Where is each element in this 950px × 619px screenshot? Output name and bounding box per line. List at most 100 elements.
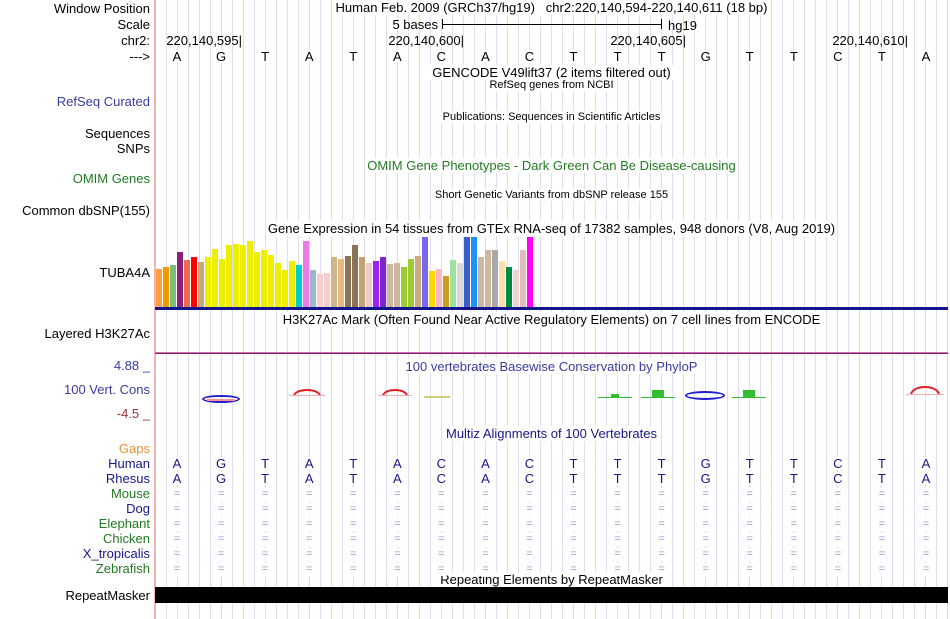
dbsnp-label[interactable]: Common dbSNP(155) bbox=[22, 203, 150, 218]
ruler-base: T bbox=[743, 49, 756, 64]
gtex-tissue-bar[interactable] bbox=[163, 267, 169, 307]
gtex-tissue-bar[interactable] bbox=[275, 263, 281, 307]
gtex-tissue-bar[interactable] bbox=[282, 270, 288, 307]
gtex-tissue-bar[interactable] bbox=[506, 267, 512, 307]
gtex-tissue-bar[interactable] bbox=[415, 256, 421, 307]
multiz-species-label[interactable]: Mouse bbox=[110, 486, 150, 501]
gtex-tissue-bar[interactable] bbox=[520, 250, 526, 307]
gtex-tissue-bar[interactable] bbox=[170, 265, 176, 307]
gtex-tissue-bar[interactable] bbox=[359, 257, 365, 307]
gtex-tissue-bar[interactable] bbox=[317, 274, 323, 307]
dbsnp-subtitle[interactable]: Short Genetic Variants from dbSNP releas… bbox=[432, 189, 671, 201]
gtex-tissue-bar[interactable] bbox=[331, 257, 337, 307]
gtex-tissue-bar[interactable] bbox=[177, 252, 183, 307]
gtex-tissue-bar[interactable] bbox=[457, 263, 463, 307]
alignment-base: = bbox=[656, 533, 667, 546]
multiz-species-label[interactable]: Rhesus bbox=[105, 471, 150, 486]
snps-label[interactable]: SNPs bbox=[116, 141, 150, 156]
gtex-tissue-bar[interactable] bbox=[513, 270, 519, 307]
gtex-tissue-bar[interactable] bbox=[261, 250, 267, 307]
gtex-tissue-bar[interactable] bbox=[499, 261, 505, 307]
gtex-tissue-bar[interactable] bbox=[198, 262, 204, 307]
gtex-tissue-bar[interactable] bbox=[345, 256, 351, 307]
h3k27ac-signal-line[interactable] bbox=[155, 352, 948, 353]
gtex-tissue-bar[interactable] bbox=[394, 263, 400, 307]
alignment-base: G bbox=[214, 456, 229, 471]
multiz-species-label[interactable]: Gaps bbox=[118, 441, 150, 456]
gtex-tissue-bar[interactable] bbox=[191, 257, 197, 307]
phylop-label[interactable]: 100 Vert. Cons bbox=[64, 382, 150, 397]
gtex-tissue-bar[interactable] bbox=[303, 241, 309, 307]
repeatmasker-title[interactable]: Repeating Elements by RepeatMasker bbox=[438, 572, 665, 587]
multiz-species-label[interactable]: Dog bbox=[126, 501, 150, 516]
repeatmasker-label[interactable]: RepeatMasker bbox=[65, 588, 150, 603]
alignment-base: = bbox=[348, 533, 359, 546]
gtex-tissue-bar[interactable] bbox=[352, 245, 358, 307]
gencode-title[interactable]: GENCODE V49lift37 (2 items filtered out) bbox=[430, 65, 673, 80]
alignment-base: = bbox=[524, 548, 535, 561]
phylop-title[interactable]: 100 vertebrates Basewise Conservation by… bbox=[403, 359, 700, 374]
gtex-tissue-bar[interactable] bbox=[247, 241, 253, 307]
gtex-tissue-bar[interactable] bbox=[450, 260, 456, 307]
gtex-tissue-bar[interactable] bbox=[443, 276, 449, 307]
gtex-tissue-bar[interactable] bbox=[527, 237, 533, 307]
gtex-tissue-bar[interactable] bbox=[254, 252, 260, 307]
gtex-tissue-bar[interactable] bbox=[478, 257, 484, 307]
gtex-gene-label[interactable]: TUBA4A bbox=[99, 265, 150, 280]
refseq-curated-label[interactable]: RefSeq Curated bbox=[56, 94, 150, 109]
repeatmasker-element-bar[interactable] bbox=[155, 587, 948, 603]
gtex-tissue-bar[interactable] bbox=[289, 261, 295, 307]
scale-ruler-tick-left bbox=[442, 19, 443, 29]
gtex-tissue-bar[interactable] bbox=[233, 244, 239, 307]
phylop-glyph-a-base bbox=[289, 395, 325, 396]
gtex-tissue-bar[interactable] bbox=[240, 245, 246, 307]
gtex-tissue-bar[interactable] bbox=[485, 250, 491, 307]
multiz-species-label[interactable]: Chicken bbox=[103, 531, 150, 546]
alignment-base: = bbox=[612, 518, 623, 531]
publications-subtitle[interactable]: Publications: Sequences in Scientific Ar… bbox=[440, 111, 663, 123]
h3k27ac-label[interactable]: Layered H3K27Ac bbox=[44, 326, 150, 341]
gtex-tissue-bar[interactable] bbox=[380, 257, 386, 307]
gtex-tissue-bar[interactable] bbox=[492, 250, 498, 307]
gtex-tissue-bar[interactable] bbox=[268, 255, 274, 307]
multiz-title[interactable]: Multiz Alignments of 100 Vertebrates bbox=[443, 426, 659, 441]
alignment-base: = bbox=[259, 563, 271, 576]
multiz-species-label[interactable]: Elephant bbox=[98, 516, 150, 531]
gtex-tissue-bar[interactable] bbox=[310, 270, 316, 307]
alignment-base: = bbox=[171, 503, 183, 516]
gtex-tissue-bar[interactable] bbox=[471, 237, 477, 307]
alignment-base: T bbox=[611, 471, 624, 486]
gtex-tissue-bar[interactable] bbox=[366, 263, 372, 307]
multiz-species-label[interactable]: Human bbox=[108, 456, 150, 471]
gtex-tissue-bar[interactable] bbox=[219, 259, 225, 307]
gtex-tissue-bar[interactable] bbox=[338, 259, 344, 307]
gtex-tissue-bar[interactable] bbox=[184, 260, 190, 307]
alignment-base: T bbox=[655, 471, 668, 486]
refseq-subtitle[interactable]: RefSeq genes from NCBI bbox=[487, 79, 616, 91]
gtex-tissue-bar[interactable] bbox=[464, 237, 470, 307]
gtex-tissue-bar[interactable] bbox=[401, 267, 407, 307]
gtex-tissue-bar[interactable] bbox=[436, 269, 442, 307]
gtex-tissue-bar[interactable] bbox=[387, 264, 393, 307]
multiz-species-label[interactable]: Zebrafish bbox=[95, 561, 150, 576]
gtex-title[interactable]: Gene Expression in 54 tissues from GTEx … bbox=[265, 221, 838, 236]
gtex-tissue-bar[interactable] bbox=[408, 259, 414, 307]
gtex-tissue-bar[interactable] bbox=[205, 257, 211, 307]
gtex-tissue-bar[interactable] bbox=[226, 245, 232, 307]
alignment-base: T bbox=[259, 456, 272, 471]
gtex-tissue-bar[interactable] bbox=[324, 273, 330, 307]
sequences-label[interactable]: Sequences bbox=[84, 126, 150, 141]
alignment-base: T bbox=[567, 471, 580, 486]
gtex-tissue-bar[interactable] bbox=[422, 237, 428, 307]
alignment-base: = bbox=[612, 533, 623, 546]
multiz-species-label[interactable]: X_tropicalis bbox=[82, 546, 150, 561]
alignment-base: = bbox=[744, 518, 755, 531]
gtex-tissue-bar[interactable] bbox=[373, 261, 379, 307]
gtex-tissue-bar[interactable] bbox=[156, 269, 162, 307]
gtex-tissue-bar[interactable] bbox=[212, 249, 218, 307]
gtex-tissue-bar[interactable] bbox=[429, 271, 435, 307]
omim-genes-label[interactable]: OMIM Genes bbox=[72, 171, 150, 186]
h3k27ac-title[interactable]: H3K27Ac Mark (Often Found Near Active Re… bbox=[280, 312, 823, 327]
gtex-tissue-bar[interactable] bbox=[296, 265, 302, 307]
omim-title[interactable]: OMIM Gene Phenotypes - Dark Green Can Be… bbox=[365, 158, 738, 173]
